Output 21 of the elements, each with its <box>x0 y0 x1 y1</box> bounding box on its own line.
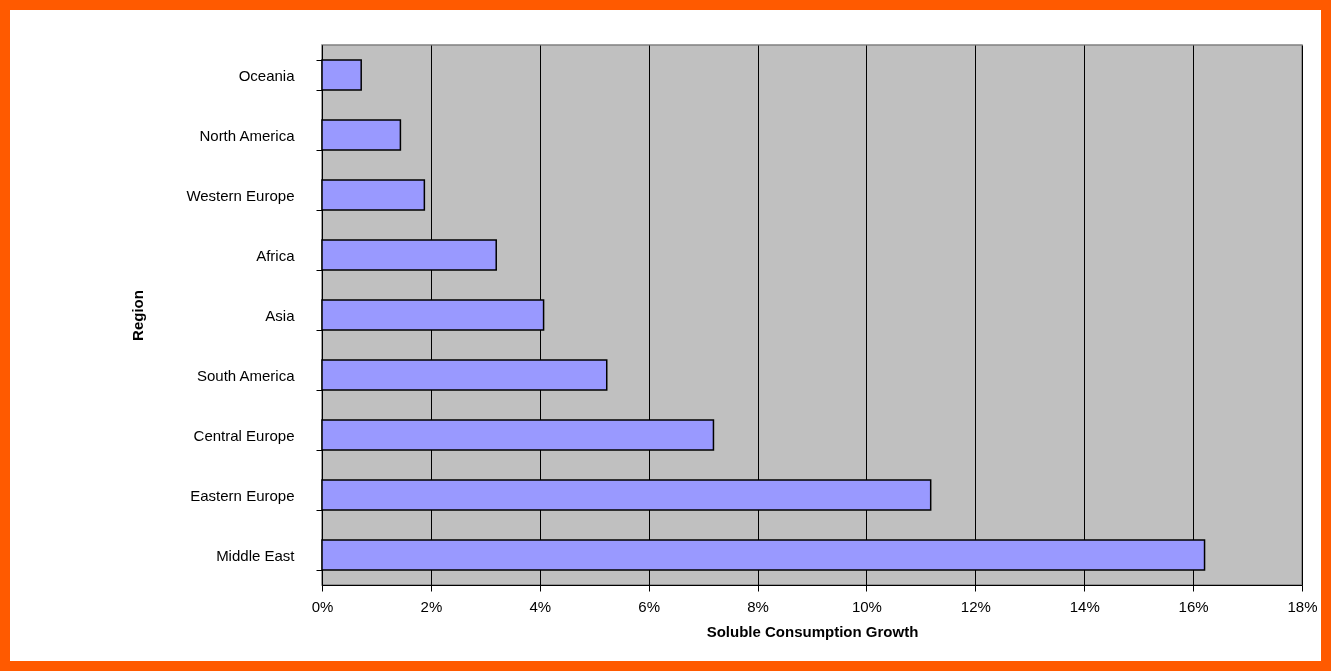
y-tick-label: Western Europe <box>186 186 295 204</box>
x-tick-label: 8% <box>747 597 769 615</box>
x-tick-label: 14% <box>1069 597 1100 615</box>
y-tick-label: Asia <box>265 306 296 324</box>
y-tick-label: South America <box>196 366 296 384</box>
x-tick-label: 4% <box>529 597 552 615</box>
x-tick-label: 2% <box>420 597 443 615</box>
x-tick-label: 12% <box>960 597 991 615</box>
y-tick-label: Central Europe <box>193 426 295 444</box>
y-tick-label: Oceania <box>238 66 296 84</box>
x-tick-label: 18% <box>1287 597 1318 615</box>
x-tick-label: 16% <box>1178 597 1209 615</box>
x-axis-title: Soluble Consumption Growth <box>706 622 919 640</box>
x-tick-label: 6% <box>638 597 661 615</box>
y-axis-title: Region <box>129 290 147 341</box>
y-tick-label: Eastern Europe <box>190 486 295 504</box>
y-tick-label: Africa <box>256 246 296 264</box>
y-tick-label: North America <box>199 126 296 144</box>
x-tick-label: 0% <box>311 597 334 615</box>
y-tick-label: Middle East <box>216 546 296 564</box>
x-tick-label: 10% <box>851 597 882 615</box>
